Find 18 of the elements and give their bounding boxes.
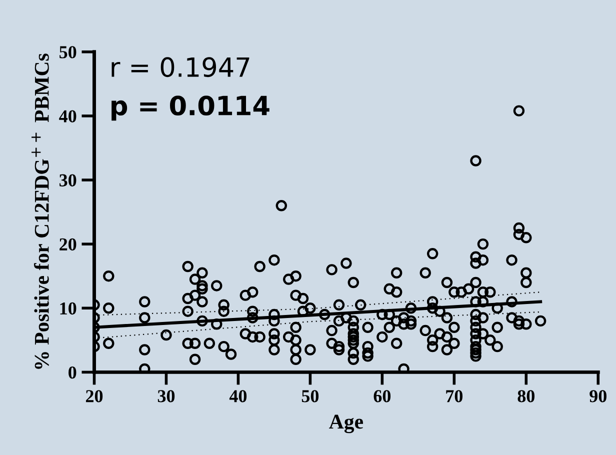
annotation: p = 0.0114 [112, 96, 270, 121]
x-tick-label: 30 [158, 390, 175, 402]
y-tick-label: 10 [60, 302, 76, 315]
x-tick-label: 60 [374, 390, 391, 402]
x-tick-label: 90 [590, 390, 606, 402]
x-tick-label: 50 [302, 390, 319, 402]
y-tick-label: 0 [68, 366, 76, 379]
y-tick-label: 30 [60, 174, 76, 186]
x-tick-label: 20 [86, 390, 103, 402]
x-axis-title: Age [329, 414, 364, 434]
y-tick-label: 20 [60, 238, 76, 251]
x-tick-label: 40 [229, 390, 247, 402]
y-tick-label: 40 [59, 110, 76, 122]
y-axis-title: % Positive for C12FDG$^{++}$ PBMCs [32, 54, 49, 369]
annotation: r = 0.1947 [112, 57, 250, 78]
y-tick-label: 50 [60, 46, 76, 58]
x-tick-label: 70 [446, 390, 463, 402]
x-tick-label: 80 [518, 390, 534, 402]
